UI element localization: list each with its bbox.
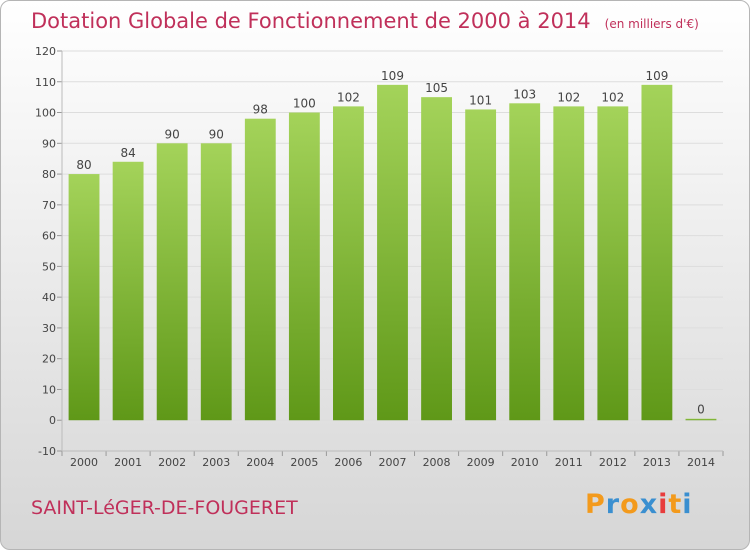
data-labels: 80 84 90 90 98 100 102 109 105 101 103 102 102 109 0 — [76, 69, 704, 417]
x-tick-label: 2011 — [555, 456, 583, 469]
x-tick-label: 2006 — [334, 456, 362, 469]
y-tick-label: 90 — [42, 137, 56, 150]
data-label: 98 — [253, 103, 268, 117]
data-label: 90 — [165, 127, 180, 141]
bar — [421, 97, 452, 421]
data-label: 84 — [120, 146, 135, 160]
data-label: 102 — [337, 90, 360, 104]
logo-letter: P — [585, 489, 606, 520]
bar — [200, 143, 232, 421]
data-label: 101 — [469, 93, 492, 107]
title-text: Dotation Globale de Fonctionnement de 20… — [31, 9, 591, 33]
proxiti-logo[interactable]: Proxiti — [585, 489, 693, 520]
logo-letter: r — [605, 489, 621, 520]
bar — [553, 106, 585, 421]
bar — [465, 109, 497, 421]
y-tick-label: 120 — [35, 45, 56, 58]
data-label: 90 — [209, 127, 224, 141]
logo-letter: i — [682, 489, 693, 520]
x-tick-label: 2001 — [114, 456, 142, 469]
data-label: 102 — [557, 90, 580, 104]
bar — [244, 118, 276, 421]
chart-title: Dotation Globale de Fonctionnement de 20… — [31, 9, 699, 33]
y-tick-label: -10 — [38, 445, 56, 458]
y-tick-label: 80 — [42, 168, 56, 181]
data-label: 102 — [601, 90, 624, 104]
x-tick-label: 2004 — [246, 456, 274, 469]
bars — [68, 84, 717, 421]
bar — [597, 106, 629, 421]
y-tick-label: 100 — [35, 107, 56, 120]
x-tick-label: 2014 — [687, 456, 715, 469]
y-tick-label: 20 — [42, 353, 56, 366]
bar — [377, 84, 408, 421]
y-tick-label: 60 — [42, 230, 56, 243]
y-tick-label: 10 — [42, 383, 56, 396]
unit-label: (en milliers d'€) — [604, 17, 699, 31]
data-label: 109 — [645, 69, 668, 83]
bar — [685, 418, 717, 421]
x-tick-label: 2005 — [290, 456, 318, 469]
bar — [112, 161, 144, 421]
y-tick-label: 30 — [42, 322, 56, 335]
bar — [333, 106, 364, 421]
x-axis: 2000 2001 2002 2003 2004 2005 2006 2007 2008 2009… — [61, 450, 724, 469]
data-label: 109 — [381, 69, 404, 83]
y-tick-label: 110 — [35, 76, 56, 89]
y-tick-label: 40 — [42, 291, 56, 304]
data-label: 105 — [425, 81, 448, 95]
data-label: 100 — [293, 97, 316, 111]
data-label: 80 — [76, 158, 91, 172]
logo-letter: t — [668, 489, 683, 520]
bar — [68, 174, 100, 421]
x-tick-label: 2010 — [511, 456, 539, 469]
x-tick-label: 2012 — [599, 456, 627, 469]
x-tick-label: 2013 — [643, 456, 671, 469]
bar — [641, 84, 673, 421]
logo-letter: o — [620, 489, 640, 520]
y-tick-label: 50 — [42, 260, 56, 273]
y-tick-label: 0 — [49, 414, 56, 427]
bar — [509, 103, 541, 421]
x-tick-label: 2002 — [158, 456, 186, 469]
x-tick-label: 2003 — [202, 456, 230, 469]
bar — [156, 143, 188, 421]
logo-letter: x — [639, 489, 659, 520]
x-tick-label: 2000 — [70, 456, 98, 469]
x-tick-label: 2009 — [467, 456, 495, 469]
x-tick-label: 2007 — [379, 456, 407, 469]
y-axis: -10 0 10 20 30 40 50 60 70 80 90 100 110 120 — [35, 45, 63, 458]
x-tick-label: 2008 — [423, 456, 451, 469]
logo-letter: i — [658, 489, 669, 520]
data-label: 0 — [697, 403, 705, 417]
data-label: 103 — [513, 87, 536, 101]
y-tick-label: 70 — [42, 199, 56, 212]
bar — [288, 112, 320, 421]
commune-name: SAINT-LéGER-DE-FOUGERET — [31, 497, 298, 519]
